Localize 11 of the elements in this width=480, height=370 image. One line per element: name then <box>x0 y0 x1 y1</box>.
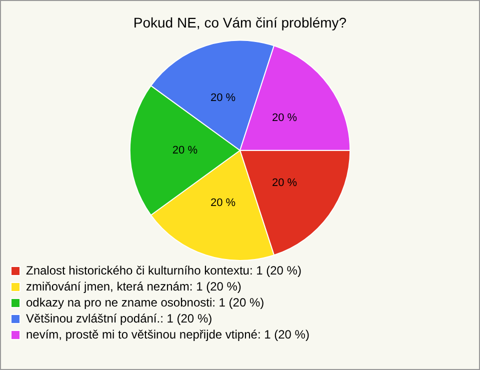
data-label: 20 % <box>210 196 236 209</box>
legend-label: Znalost historického či kulturního kontextu: 1 (20 %) <box>26 263 302 278</box>
legend-label: odkazy na pro ne zname osobnosti: 1 (20 %) <box>26 295 264 310</box>
data-label: 20 % <box>172 144 198 156</box>
data-label: 20 % <box>272 112 298 124</box>
chart-title: Pokud NE, co Vám činí problémy? <box>133 14 347 30</box>
legend-label: Většinou zvláštní podání.: 1 (20 %) <box>26 311 212 326</box>
legend-label: zmiňování jmen, která neznám: 1 (20 %) <box>26 279 242 294</box>
data-label: 20 % <box>210 92 236 104</box>
data-label: 20 % <box>272 176 298 189</box>
legend-label: nevím, prostě mi to většinou nepřijde vtipné: 1 (20 %) <box>26 327 310 342</box>
